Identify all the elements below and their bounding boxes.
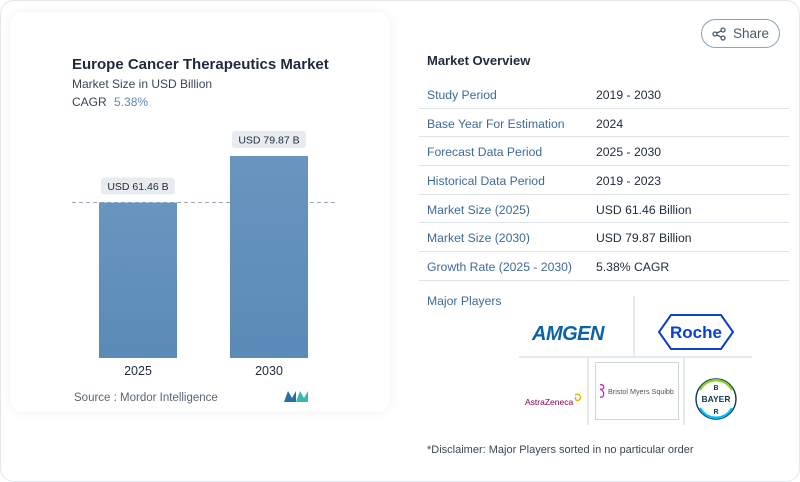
- share-icon: [712, 26, 726, 41]
- mordor-intelligence-logo: [284, 391, 308, 402]
- share-label: Share: [732, 26, 770, 41]
- overview-table: Study Period 2019 - 2030 Base Year For E…: [419, 80, 789, 281]
- overview-row: Forecast Data Period 2025 - 2030: [419, 137, 789, 167]
- bristol-myers-squibb-logo: Bristol Myers Squibb: [595, 362, 679, 420]
- data-label: USD 79.87 B: [238, 135, 299, 147]
- bar-chart: USD 61.46 B 2025 USD 79.87 B 2030: [72, 131, 338, 378]
- overview-value: 2025 - 2030: [596, 145, 662, 160]
- overview-value: 2019 - 2030: [596, 88, 662, 102]
- amgen-logo-text: AMGEN: [531, 323, 605, 344]
- overview-value: 2019 - 2023: [596, 174, 662, 189]
- chart-card: [10, 12, 390, 412]
- overview-title: Market Overview: [427, 53, 531, 68]
- overview-row: Base Year For Estimation 2024: [419, 109, 789, 138]
- bar-2030: [230, 156, 308, 358]
- source-text: Source : Mordor Intelligence: [74, 392, 218, 404]
- overview-label: Base Year For Estimation: [427, 116, 565, 131]
- bar-2025: [99, 202, 177, 358]
- overview-label: Study Period: [427, 88, 497, 102]
- overview-row: Market Size (2030) USD 79.87 Billion: [419, 223, 789, 253]
- overview-label: Growth Rate (2025 - 2030): [427, 260, 572, 275]
- x-tick-label: 2030: [255, 364, 283, 378]
- roche-logo-text: Roche: [670, 323, 722, 342]
- chart-title: Europe Cancer Therapeutics Market: [72, 56, 329, 73]
- overview-row: Market Size (2025) USD 61.46 Billion: [419, 195, 789, 224]
- major-players-label: Major Players: [427, 294, 502, 308]
- data-label: USD 61.46 B: [107, 181, 168, 193]
- overview-value: 2024: [596, 116, 624, 131]
- cagr-value: 5.38%: [114, 95, 149, 109]
- overview-value: USD 79.87 Billion: [596, 231, 692, 246]
- data-label-bg: [101, 177, 175, 195]
- roche-logo: Roche: [656, 312, 736, 352]
- bayer-logo: BAYER B R: [693, 376, 739, 422]
- overview-label: Historical Data Period: [427, 174, 545, 189]
- overview-label: Forecast Data Period: [427, 145, 543, 160]
- overview-row: Study Period 2019 - 2030: [419, 80, 789, 109]
- overview-value: USD 61.46 Billion: [596, 202, 692, 217]
- disclaimer-text: *Disclaimer: Major Players sorted in no …: [427, 444, 694, 456]
- bms-logo-text: Bristol Myers Squibb: [608, 387, 674, 396]
- share-button[interactable]: Share: [701, 19, 780, 48]
- cagr-label: CAGR: [72, 95, 107, 109]
- amgen-logo: AMGEN: [525, 318, 610, 348]
- bayer-logo-text: BAYER: [702, 394, 731, 404]
- astrazeneca-logo-text: AstraZeneca: [525, 397, 573, 407]
- bayer-logo-r-bottom: R: [713, 409, 718, 416]
- astrazeneca-logo: AstraZeneca: [524, 390, 586, 410]
- overview-value: 5.38% CAGR: [596, 260, 670, 275]
- bayer-logo-b-top: B: [713, 385, 718, 392]
- x-tick-label: 2025: [124, 364, 152, 378]
- cagr-row: CAGR 5.38%: [72, 95, 148, 109]
- overview-row: Historical Data Period 2019 - 2023: [419, 166, 789, 195]
- data-label-bg: [232, 131, 306, 148]
- overview-row: Growth Rate (2025 - 2030) 5.38% CAGR: [419, 252, 789, 281]
- overview-label: Market Size (2030): [427, 231, 530, 246]
- chart-subtitle: Market Size in USD Billion: [72, 77, 213, 91]
- overview-label: Market Size (2025): [427, 202, 530, 217]
